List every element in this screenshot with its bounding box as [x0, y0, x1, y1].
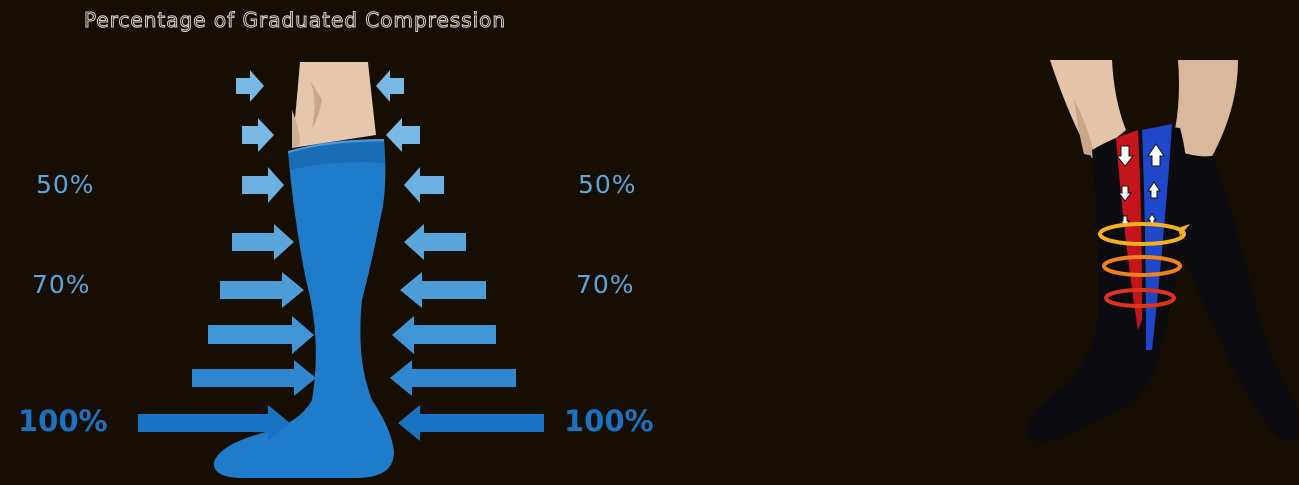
red-vein-band	[1116, 130, 1142, 330]
arrow-left-row5	[220, 272, 304, 308]
label-right-70: 70%	[576, 270, 635, 299]
arrow-right-row5	[400, 272, 486, 308]
back-black-sock	[1172, 148, 1298, 442]
blue-vein-band	[1142, 124, 1172, 350]
black-sock-legs-illustration	[1026, 60, 1298, 442]
label-right-100: 100%	[564, 404, 654, 438]
label-left-100: 100%	[18, 404, 108, 438]
label-left-50: 50%	[36, 170, 95, 199]
arrow-left-row8	[138, 405, 290, 441]
arrow-right-row3	[404, 167, 444, 203]
blue-sock-leg-illustration	[213, 62, 394, 478]
right-compression-arrows	[376, 70, 544, 441]
arrow-left-row7	[192, 360, 316, 396]
arrow-left-row1	[236, 70, 264, 102]
label-right-50: 50%	[578, 170, 637, 199]
knee-skin	[292, 62, 376, 148]
arrow-right-row4	[404, 224, 466, 260]
arrow-right-row2	[386, 118, 420, 152]
arrow-left-row4	[232, 224, 294, 260]
arrow-left-row2	[242, 118, 274, 152]
diagram-title: Percentage of Graduated Compression	[83, 8, 507, 33]
arrow-right-row1	[376, 70, 404, 102]
arrow-left-row6	[208, 316, 314, 354]
arrow-left-row3	[242, 167, 284, 203]
arrow-right-row8	[398, 405, 544, 441]
compression-rings	[1098, 222, 1186, 308]
blue-sock	[213, 139, 394, 478]
left-compression-arrows	[138, 70, 316, 441]
arrow-right-row7	[390, 360, 516, 396]
label-left-70: 70%	[32, 270, 91, 299]
arrow-right-row6	[392, 316, 496, 354]
